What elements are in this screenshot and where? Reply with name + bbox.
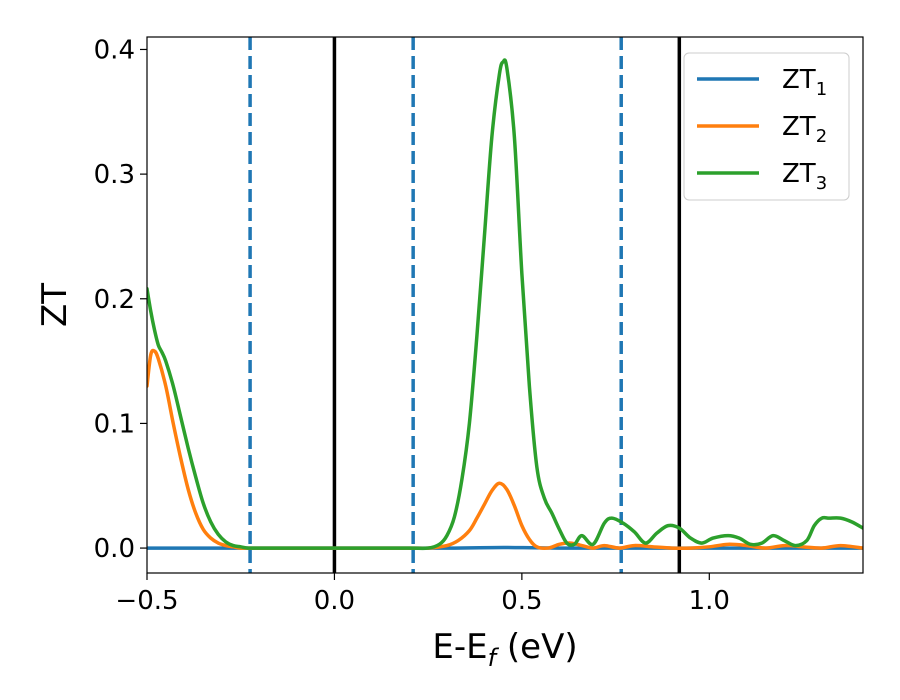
series-line-zt3 <box>147 58 863 551</box>
legend-label-zt1: ZT1 <box>782 65 827 100</box>
y-tick-label: 0.4 <box>94 35 135 65</box>
y-tick-label: 0.3 <box>94 160 135 190</box>
legend-label-zt3: ZT3 <box>782 159 827 194</box>
legend-label-zt2: ZT2 <box>782 112 827 147</box>
y-axis: 0.0 0.1 0.2 0.3 0.4 <box>94 35 147 564</box>
y-axis-label: ZT <box>35 283 75 327</box>
series-line-zt2 <box>147 348 863 551</box>
x-axis: −0.5 0.0 0.5 1.0 <box>115 573 730 616</box>
x-tick-label: 1.0 <box>689 586 730 616</box>
series-lines <box>147 58 863 551</box>
legend: ZT1 ZT2 ZT3 <box>683 52 850 201</box>
y-tick-label: 0.2 <box>94 285 135 315</box>
y-tick-label: 0.0 <box>94 534 135 564</box>
y-tick-label: 0.1 <box>94 409 135 439</box>
plot-frame <box>146 36 864 574</box>
x-tick-label: 0.5 <box>501 586 542 616</box>
x-tick-label: 0.0 <box>314 586 355 616</box>
reference-lines <box>248 37 682 573</box>
x-axis-label: E-Ef (eV) <box>432 627 577 672</box>
x-tick-label: −0.5 <box>115 586 178 616</box>
legend-box <box>683 52 850 201</box>
